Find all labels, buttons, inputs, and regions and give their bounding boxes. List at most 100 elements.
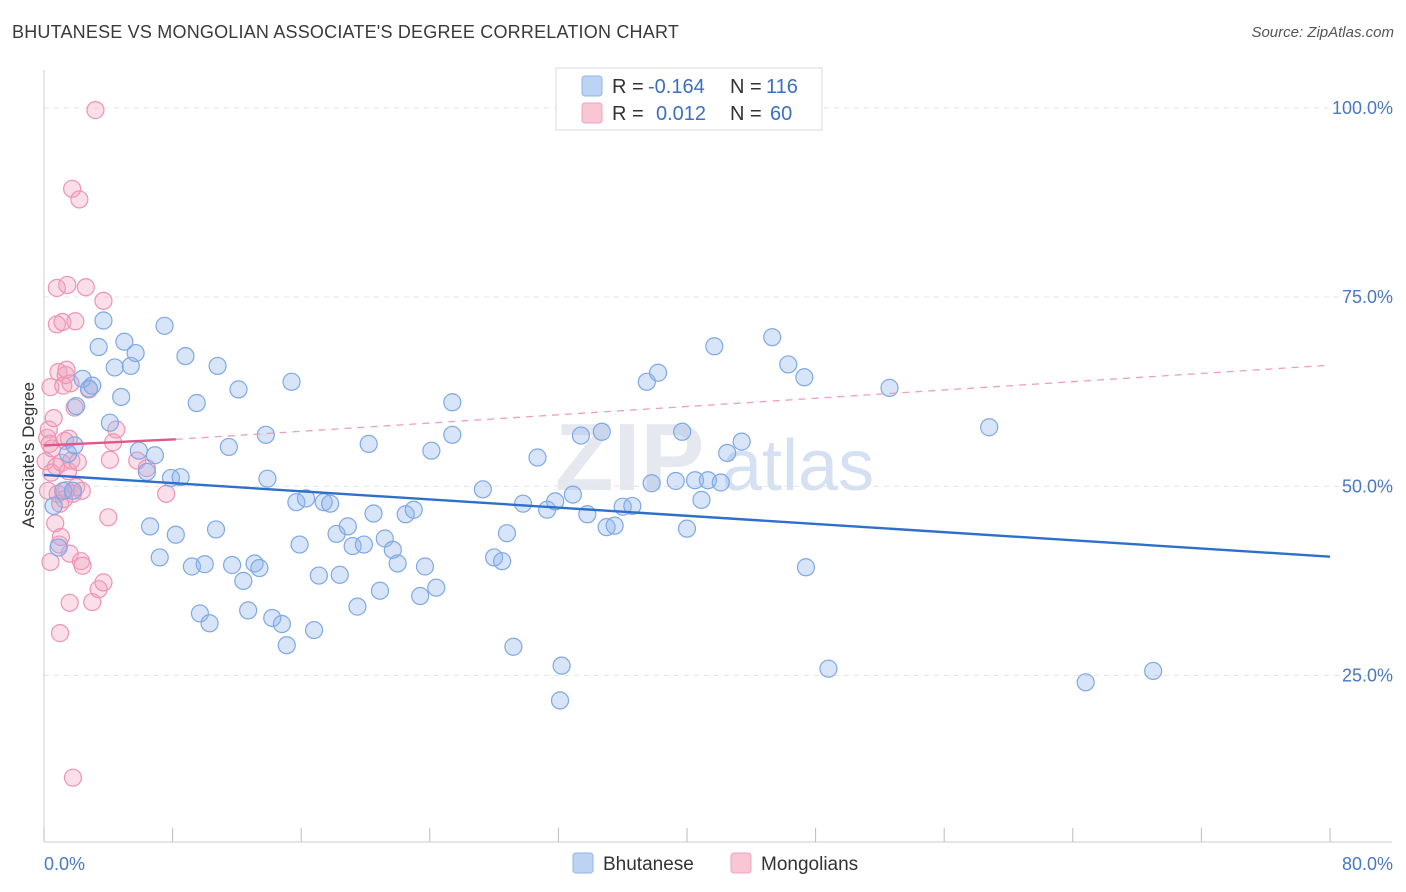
legend-swatch-mongolians <box>581 102 603 124</box>
mongolians-point-21 <box>53 312 72 332</box>
bhutanese-point-23 <box>155 316 174 335</box>
bhutanese-point-27 <box>176 346 195 366</box>
legend-n-value-2: 60 <box>770 103 792 125</box>
bhutanese-point-26 <box>171 468 190 487</box>
bhutanese-point-68 <box>404 500 423 519</box>
bhutanese-point-20 <box>140 517 160 536</box>
bhutanese-point-60 <box>354 535 373 554</box>
bhutanese-point-13 <box>105 358 124 377</box>
bhutanese-point-15 <box>115 332 134 351</box>
bhutanese-point-111 <box>819 659 838 678</box>
x-tick-label-1: 80.0% <box>1342 854 1393 874</box>
bhutanese-point-79 <box>504 637 523 656</box>
bhutanese-point-97 <box>666 471 685 491</box>
mongolians-point-35 <box>63 179 82 198</box>
bhutanese-point-37 <box>229 380 248 399</box>
bhutanese-point-112 <box>880 378 899 397</box>
mongolians-point-45 <box>73 556 92 575</box>
bhutanese-point-96 <box>648 363 668 382</box>
bhutanese-point-43 <box>258 469 277 488</box>
mongolians-point-37 <box>63 768 83 787</box>
bhutanese-point-71 <box>422 441 441 460</box>
y-tick-labels: 25.0% 50.0% 75.0% 100.0% <box>1332 98 1393 686</box>
bhutanese-point-110 <box>795 368 814 387</box>
mongolians-point-25 <box>56 365 75 385</box>
bhutanese-point-75 <box>473 480 492 499</box>
bhutanese-point-104 <box>711 473 730 492</box>
legend-r-value-2: 0.012 <box>656 103 706 125</box>
bhutanese-point-66 <box>388 554 407 573</box>
bhutanese-point-42 <box>256 425 275 444</box>
bhutanese-point-70 <box>415 557 435 576</box>
mongolians-point-18 <box>50 624 70 643</box>
bhutanese-point-108 <box>779 355 798 374</box>
bhutanese-point-46 <box>277 636 296 655</box>
series-mongolians-points <box>36 101 176 787</box>
mongolians-point-52 <box>94 573 113 592</box>
bhutanese-point-29 <box>187 393 206 413</box>
bhutanese-point-87 <box>571 426 591 445</box>
mongolians-point-19 <box>51 527 70 547</box>
bhutanese-point-47 <box>282 372 301 391</box>
bhutanese-point-52 <box>309 566 328 585</box>
bhutanese-point-80 <box>513 494 533 513</box>
bhutanese-point-1 <box>49 538 68 557</box>
legend-n-value-1: 116 <box>766 76 798 98</box>
bhutanese-point-32 <box>200 614 219 633</box>
bhutanese-point-36 <box>222 555 242 575</box>
bhutanese-point-78 <box>497 524 517 543</box>
chart-source: Source: ZipAtlas.com <box>1251 24 1394 41</box>
bhutanese-point-6 <box>67 396 86 416</box>
bhutanese-point-14 <box>112 387 131 407</box>
mongolians-point-59 <box>157 484 176 503</box>
bhutanese-point-22 <box>150 548 169 567</box>
bhutanese-point-2 <box>54 481 73 500</box>
mongolians-point-28 <box>58 275 77 295</box>
bhutanese-point-65 <box>383 540 402 559</box>
bhutanese-point-115 <box>1144 661 1163 681</box>
bhutanese-point-4 <box>63 481 83 500</box>
bhutanese-point-44 <box>263 608 282 628</box>
legend-r-label-1: R = <box>612 76 644 98</box>
bhutanese-point-21 <box>145 446 165 465</box>
bhutanese-point-19 <box>137 462 156 481</box>
bhutanese-point-63 <box>370 581 390 600</box>
mongolians-trend-extension <box>175 364 1331 440</box>
bhutanese-point-41 <box>250 558 269 578</box>
bhutanese-point-93 <box>623 496 642 516</box>
bhutanese-point-8 <box>79 379 99 398</box>
bhutanese-point-10 <box>89 337 108 357</box>
bhutanese-point-89 <box>592 422 611 441</box>
bhutanese-point-39 <box>239 601 258 620</box>
watermark-zip: ZIP <box>555 404 704 511</box>
bhutanese-point-103 <box>705 337 724 356</box>
axes <box>43 70 1392 843</box>
mongolians-point-46 <box>76 278 95 297</box>
bhutanese-point-73 <box>443 393 462 412</box>
mongolians-point-51 <box>94 291 113 310</box>
bhutanese-point-109 <box>796 558 816 577</box>
bhutanese-point-91 <box>605 516 624 535</box>
bhutanese-point-74 <box>443 425 462 444</box>
watermark: ZIP atlas <box>555 404 874 511</box>
bhutanese-trend-line <box>43 473 1331 558</box>
bhutanese-point-50 <box>296 489 316 508</box>
mongolians-trend-line <box>43 438 176 447</box>
mongolians-point-53 <box>99 508 118 527</box>
bottom-legend-swatch-mongolians <box>730 852 752 874</box>
bhutanese-point-84 <box>552 656 571 675</box>
mongolians-point-5 <box>41 552 60 572</box>
bhutanese-point-86 <box>563 485 582 504</box>
mongolians-point-32 <box>60 593 79 612</box>
bottom-legend-bhutanese: Bhutanese <box>603 854 694 875</box>
bhutanese-point-54 <box>321 494 340 513</box>
bhutanese-point-61 <box>359 434 378 453</box>
mongolians-point-26 <box>57 360 76 379</box>
y-tick-label-1: 50.0% <box>1342 476 1393 496</box>
bhutanese-point-85 <box>550 691 570 710</box>
bhutanese-point-114 <box>1076 673 1095 692</box>
bhutanese-point-95 <box>642 474 661 493</box>
bhutanese-point-107 <box>763 328 782 347</box>
y-tick-label-2: 75.0% <box>1342 287 1393 307</box>
